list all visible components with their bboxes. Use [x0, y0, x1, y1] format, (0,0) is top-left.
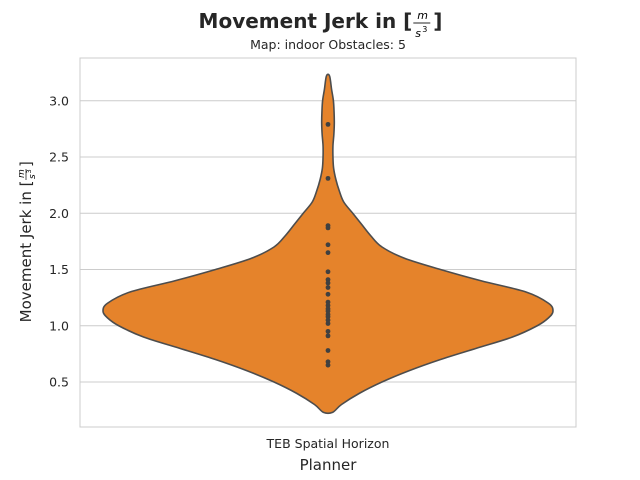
data-point — [325, 333, 331, 339]
y-tick-label: 2.5 — [49, 150, 69, 165]
title-frac-num: m — [417, 9, 428, 22]
x-tick-label: TEB Spatial Horizon — [266, 436, 390, 451]
x-axis-label: Planner — [300, 456, 358, 474]
y-tick-label: 0.5 — [49, 375, 69, 390]
data-point — [325, 291, 331, 297]
points-layer — [325, 121, 331, 368]
data-point — [325, 280, 331, 286]
data-point — [325, 285, 331, 290]
data-point — [325, 312, 331, 317]
y-frac-den: s — [28, 174, 38, 179]
data-point — [325, 175, 331, 181]
y-frac-exp: 3 — [25, 169, 33, 173]
chart-subtitle: Map: indoor Obstacles: 5 — [250, 37, 406, 52]
data-point — [325, 242, 331, 248]
data-point — [325, 250, 331, 256]
data-point — [325, 121, 331, 127]
data-point — [325, 223, 331, 229]
x-axis-ticks: TEB Spatial Horizon — [266, 436, 390, 451]
data-point — [325, 321, 331, 326]
y-tick-label: 3.0 — [49, 93, 69, 108]
title-frac-den: s — [415, 27, 421, 40]
data-point — [325, 269, 331, 275]
chart-title-fraction: m s 3 — [413, 9, 431, 40]
y-frac-num: m — [17, 169, 27, 178]
title-frac-exp: 3 — [422, 25, 427, 34]
data-point — [325, 359, 331, 365]
data-point — [325, 328, 331, 334]
data-point — [325, 277, 331, 283]
data-point — [325, 303, 331, 308]
y-axis-ticks: 0.5 1.0 1.5 2.0 2.5 3.0 — [49, 93, 69, 389]
y-tick-label: 1.0 — [49, 318, 69, 333]
y-axis-label-prefix: Movement Jerk in [ — [17, 181, 35, 323]
data-point — [325, 362, 331, 368]
plot-frame — [79, 57, 577, 428]
y-axis-label-suffix: ] — [17, 161, 35, 167]
chart-title: Movement Jerk in [ — [199, 9, 413, 33]
chart-title-suffix: ] — [433, 9, 442, 33]
data-point — [325, 299, 331, 305]
y-axis-label: Movement Jerk in [ m s 3 ] — [17, 161, 38, 322]
data-point — [325, 348, 331, 353]
y-tick-label: 2.0 — [49, 206, 69, 221]
chart-title-prefix: Movement Jerk in [ — [199, 9, 413, 33]
data-point — [325, 317, 331, 323]
data-point — [325, 306, 331, 312]
y-tick-label: 1.5 — [49, 262, 69, 277]
